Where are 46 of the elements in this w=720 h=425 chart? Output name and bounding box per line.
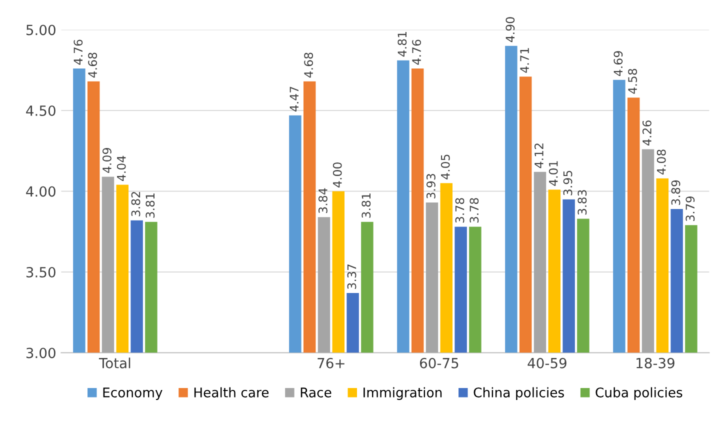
y-tick-label: 3.00 bbox=[26, 348, 56, 358]
legend-label: Economy bbox=[103, 388, 162, 400]
y-tick-label: 5.00 bbox=[26, 24, 56, 36]
data-label: 3.37 bbox=[347, 264, 356, 289]
data-label: 4.68 bbox=[88, 52, 98, 78]
data-label: 3.89 bbox=[671, 180, 680, 205]
data-label: 4.47 bbox=[290, 86, 298, 112]
legend-label: Health care bbox=[194, 387, 269, 398]
data-label: 4.69 bbox=[614, 51, 623, 76]
data-label: 4.71 bbox=[520, 48, 529, 73]
data-label: 4.90 bbox=[506, 17, 515, 42]
x-tick-label: Total bbox=[98, 358, 130, 368]
data-label: 4.04 bbox=[116, 156, 126, 181]
legend-label: Cuba policies bbox=[596, 387, 682, 400]
data-label: 3.84 bbox=[318, 188, 328, 213]
data-label: 3.81 bbox=[146, 194, 155, 218]
data-label: 4.00 bbox=[332, 162, 342, 188]
data-label: 3.82 bbox=[131, 192, 140, 216]
data-label: 3.78 bbox=[455, 198, 464, 223]
data-label: 4.09 bbox=[102, 148, 112, 173]
data-label: 3.95 bbox=[563, 170, 572, 196]
data-label: 4.76 bbox=[412, 40, 422, 65]
data-label: 4.01 bbox=[548, 161, 558, 186]
data-label: 3.79 bbox=[686, 196, 695, 222]
data-label: 3.81 bbox=[362, 194, 371, 218]
data-label: 4.68 bbox=[304, 52, 314, 78]
y-tick-label: 4.00 bbox=[26, 186, 56, 197]
x-tick-label: 18-39 bbox=[636, 358, 674, 368]
data-label: 4.12 bbox=[534, 144, 544, 168]
y-tick-label: 3.50 bbox=[26, 266, 56, 278]
y-tick-label: 4.50 bbox=[26, 105, 56, 116]
legend-label: Immigration bbox=[364, 387, 442, 400]
x-tick-label: 60-75 bbox=[420, 358, 458, 368]
data-label: 4.76 bbox=[74, 40, 83, 65]
x-tick-label: 76+ bbox=[318, 358, 344, 368]
data-label: 4.81 bbox=[398, 32, 407, 57]
data-label: 4.05 bbox=[440, 154, 450, 180]
data-label: 4.26 bbox=[642, 120, 652, 146]
data-label: 4.08 bbox=[656, 150, 666, 175]
legend-label: Race bbox=[300, 388, 332, 398]
x-tick-label: 40-59 bbox=[528, 358, 566, 368]
legend-label: China policies bbox=[474, 387, 564, 400]
data-label: 3.83 bbox=[578, 190, 587, 215]
data-label: 3.93 bbox=[426, 174, 436, 198]
data-label: 4.58 bbox=[628, 68, 638, 94]
data-label: 3.78 bbox=[470, 198, 479, 223]
